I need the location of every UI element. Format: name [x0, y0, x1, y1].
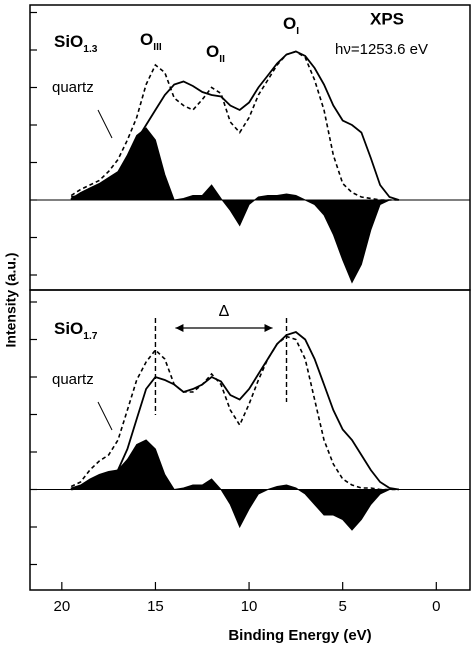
sample-label: SiO1.3 [54, 32, 98, 54]
x-tick-label: 0 [432, 598, 440, 615]
peak-label-sub: I [296, 26, 299, 37]
peak-label-main: O [206, 42, 219, 61]
peak-label: OII [206, 42, 225, 64]
quartz-line [70, 50, 399, 201]
peak-label-sub: III [153, 42, 162, 53]
difference-area [70, 439, 399, 531]
sample-label-sub: 1.3 [83, 44, 97, 55]
series-label: quartz [52, 79, 94, 96]
label-leader [97, 109, 113, 139]
quartz-line [70, 335, 399, 491]
label-leader [97, 401, 113, 431]
sample-label: SiO1.7 [54, 319, 98, 341]
peak-label-main: O [283, 14, 296, 33]
peak-label-main: O [140, 30, 153, 49]
sample-line [71, 330, 400, 491]
series-label: quartz [52, 371, 94, 388]
x-tick-label: 15 [147, 598, 164, 615]
peak-label: OI [283, 14, 299, 36]
sample-label-main: SiO [54, 319, 83, 338]
x-tick-label: 5 [339, 598, 347, 615]
x-tick-label: 20 [53, 598, 70, 615]
sample-label-sub: 1.7 [83, 331, 97, 342]
method-label: XPS [370, 9, 404, 28]
peak-label: OIII [140, 30, 162, 52]
energy-label: hν=1253.6 eV [335, 41, 428, 58]
x-tick-label: 10 [241, 598, 258, 615]
peak-label-sub: II [219, 54, 225, 65]
panel-frame [29, 289, 471, 591]
y-axis-title: Intensity (a.u.) [3, 253, 19, 348]
x-axis-title: Binding Energy (eV) [228, 627, 371, 644]
difference-area [70, 127, 399, 284]
shift-label: Δ [219, 303, 230, 320]
sample-label-main: SiO [54, 32, 83, 51]
